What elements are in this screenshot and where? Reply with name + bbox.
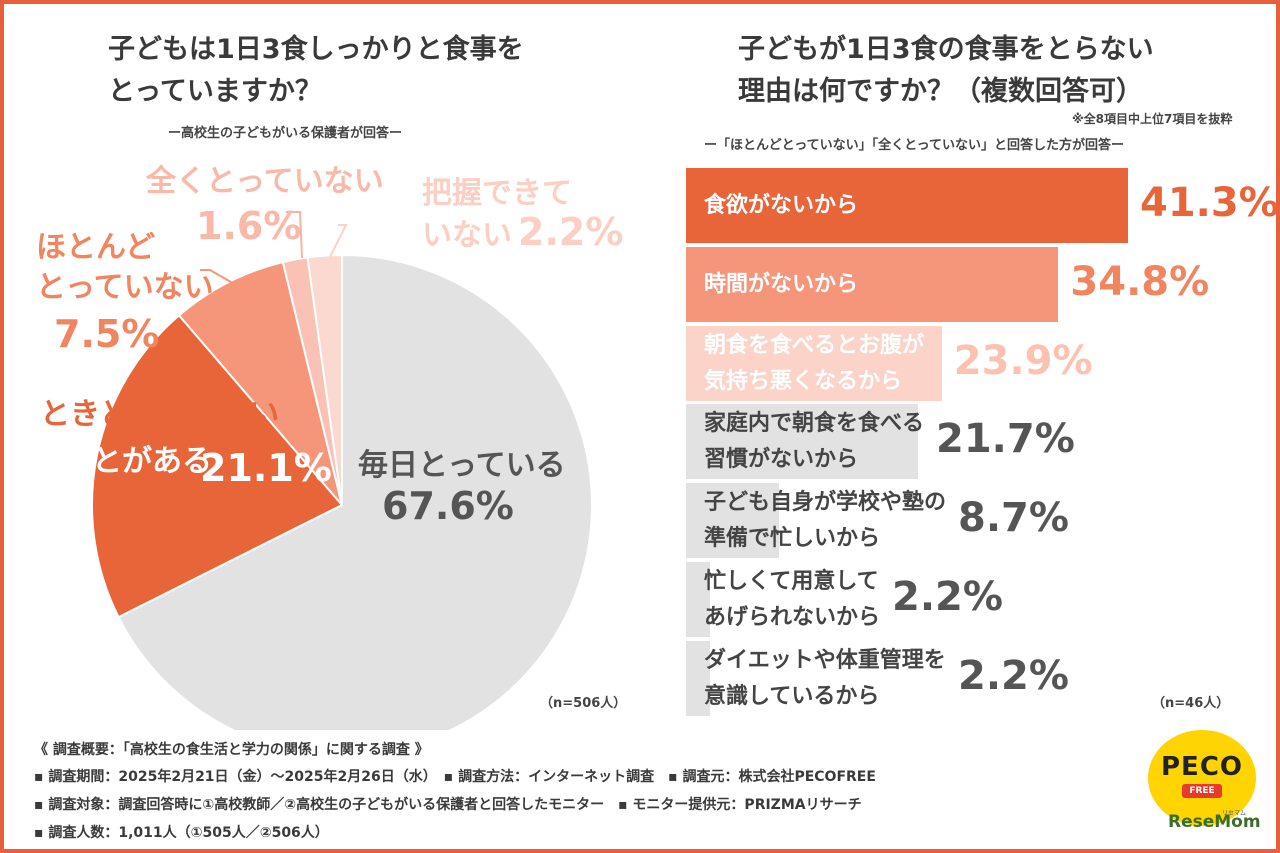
pie-label-haaku-line1: 把握できて xyxy=(422,176,572,211)
pie-leader-lines xyxy=(200,211,348,286)
pie-label-hotondo-line1: ほとんど xyxy=(36,230,156,265)
left-subtitle: ー高校生の子どもがいる保護者が回答ー xyxy=(168,126,403,141)
leader-line-haaku xyxy=(329,224,348,258)
pie-pct-hotondo: 7.5% xyxy=(54,312,160,356)
pie-label-tokidoki-line2: ことがある xyxy=(62,444,212,479)
pie-slice-haaku xyxy=(306,253,343,506)
left-title-line2: とっていますか？ xyxy=(108,76,322,107)
pecofree-logo: PECO FREE xyxy=(1148,730,1256,826)
right-title-line2: 理由は何ですか？（複数回答可） xyxy=(738,76,1143,107)
leader-line-hotondo xyxy=(200,269,237,286)
footer-line1: ▪ 調査期間：2025年2月21日（金）～2025年2月26日（水） ▪ 調査方… xyxy=(34,769,876,785)
pie-slice-tokidoki xyxy=(91,313,344,619)
pie-label-mattaku: 全くとっていない xyxy=(146,164,384,199)
pie-label-mainichi: 毎日とっている xyxy=(358,448,566,483)
resemom-logo: ReseMom xyxy=(1168,812,1261,832)
right-subtitle: ー「ほとんどとっていない」「全くとっていない」と回答した方が回答ー xyxy=(704,138,1125,153)
pie-slice-mainichi xyxy=(117,253,593,730)
pie-slice-hotondo xyxy=(177,260,343,506)
pecofree-logo-top: PECO xyxy=(1161,752,1243,782)
pie-pct-mattaku: 1.6% xyxy=(196,204,302,248)
pie-label-hotondo-line2: とっていない xyxy=(36,270,214,305)
left-title-line1: 子どもは1日3食しっかりと食事を xyxy=(108,34,524,65)
footer-line3: ▪ 調査人数：1,011人（①505人／②506人） xyxy=(34,825,329,841)
footer-line2: ▪ 調査対象：調査回答時に①高校教師／②高校生の子どもがいる保護者と回答したモニ… xyxy=(34,797,862,813)
footer-overview: 《 調査概要：「高校生の食生活と学力の関係」に関する調査 》 xyxy=(34,742,429,758)
right-n-note: （n=46人） xyxy=(1152,696,1230,711)
resemom-logo-small: リセマム xyxy=(1222,810,1247,817)
leader-line-mattaku xyxy=(286,211,303,259)
pecofree-logo-bottom: FREE xyxy=(1182,784,1222,798)
pie-label-haaku-line2: いない xyxy=(422,218,512,253)
right-note: ※全8項目中上位7項目を抜粋 xyxy=(1072,112,1233,126)
pie-label-tokidoki-line1: ときどきとらない xyxy=(40,397,280,432)
pie-chart xyxy=(91,211,593,730)
pie-pct-haaku: 2.2% xyxy=(518,210,624,254)
right-title-line1: 子どもが1日3食の食事をとらない xyxy=(738,34,1154,65)
pie-pct-mainichi: 67.6% xyxy=(382,484,514,528)
left-n-note: （n=506人） xyxy=(540,696,627,711)
pie-pct-tokidoki: 21.1% xyxy=(200,446,332,490)
